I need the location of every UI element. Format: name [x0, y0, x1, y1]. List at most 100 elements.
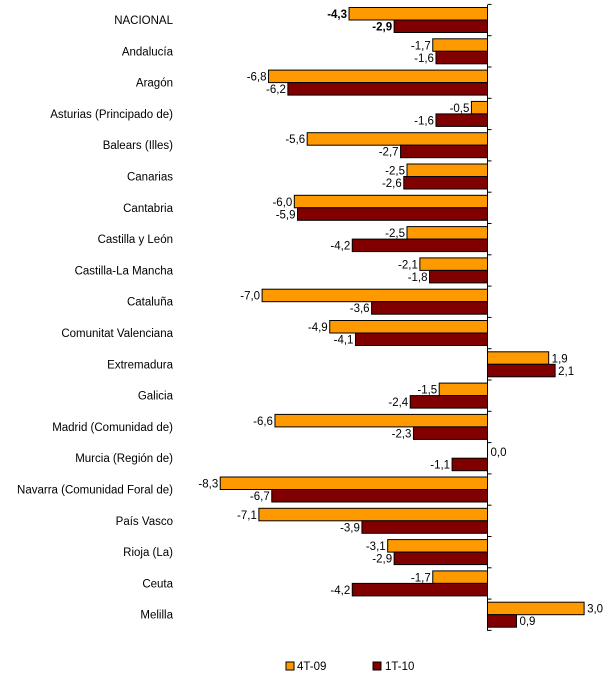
- bar-4t-09: [274, 413, 489, 428]
- data-label: -3,1: [366, 541, 386, 553]
- data-label: -6,6: [253, 416, 273, 428]
- data-label: -0,5: [450, 103, 470, 115]
- legend: 4T-09 1T-10: [285, 661, 414, 673]
- category-label: Melilla: [140, 610, 173, 622]
- bar-1t-10: [412, 426, 488, 440]
- bar-4t-09: [487, 601, 585, 616]
- data-label: 0,9: [519, 616, 535, 628]
- bar-4t-09: [406, 163, 488, 177]
- data-label: -4,3: [327, 9, 347, 21]
- data-label: -2,9: [372, 554, 392, 566]
- data-label: -6,0: [272, 197, 292, 209]
- bar-1t-10: [487, 363, 556, 378]
- bar-4t-09: [348, 7, 489, 21]
- data-label: -4,2: [330, 585, 350, 597]
- data-label: -6,2: [266, 84, 286, 96]
- data-label: -5,9: [276, 209, 296, 221]
- legend-swatch-1t10: [372, 661, 382, 671]
- bar-1t-10: [429, 269, 489, 284]
- bar-4t-09: [387, 539, 488, 553]
- category-label: NACIONAL: [114, 15, 173, 27]
- bar-4t-09: [293, 194, 488, 209]
- category-label: Aragón: [136, 78, 173, 90]
- bar-4t-09: [432, 570, 489, 584]
- data-label: -2,6: [382, 178, 402, 190]
- bar-4t-09: [470, 100, 488, 115]
- data-label: -5,6: [285, 134, 305, 146]
- data-label: -1,1: [430, 460, 450, 472]
- data-label: -1,6: [414, 53, 434, 65]
- category-label: Rioja (La): [123, 547, 173, 559]
- bar-1t-10: [297, 207, 488, 221]
- legend-label-1t10: 1T-10: [385, 661, 414, 673]
- bar-1t-10: [271, 489, 489, 503]
- category-label: Andalucía: [122, 46, 174, 58]
- data-label: -3,9: [340, 522, 360, 534]
- bar-4t-09: [432, 38, 489, 52]
- category-label: Murcia (Región de): [75, 453, 173, 465]
- bar-1t-10: [451, 457, 488, 472]
- data-label: -4,2: [330, 241, 350, 253]
- category-label: País Vasco: [116, 516, 173, 528]
- data-label: -4,1: [334, 335, 354, 347]
- data-label: -8,3: [198, 479, 218, 491]
- category-label: Comunitat Valenciana: [61, 328, 173, 340]
- bar-4t-09: [258, 507, 488, 522]
- category-label: Canarias: [127, 172, 173, 184]
- data-label: -7,0: [240, 291, 260, 303]
- data-label: -2,7: [379, 147, 399, 159]
- bar-4t-09: [329, 320, 488, 334]
- data-label: -1,8: [408, 272, 428, 284]
- bar-4t-09: [438, 382, 489, 397]
- data-label: -6,8: [247, 72, 267, 84]
- data-label: -3,6: [350, 303, 370, 315]
- bar-1t-10: [393, 19, 488, 33]
- legend-swatch-4t09: [285, 661, 295, 671]
- bar-1t-10: [351, 238, 489, 253]
- data-label: 3,0: [587, 604, 603, 616]
- bar-1t-10: [400, 144, 488, 159]
- data-label: -7,1: [237, 510, 257, 522]
- bar-1t-10: [409, 395, 488, 409]
- category-label: Castilla-La Mancha: [75, 265, 174, 277]
- category-label: Extremadura: [107, 359, 173, 371]
- data-label: -1,7: [411, 572, 431, 584]
- data-label: 0,0: [491, 447, 507, 459]
- category-label: Balears (Illes): [103, 140, 173, 152]
- category-label: Cataluña: [127, 297, 174, 309]
- bar-1t-10: [354, 332, 489, 346]
- category-label: Navarra (Comunidad Foral de): [17, 485, 173, 497]
- bar-4t-09: [406, 226, 488, 240]
- legend-label-4t09: 4T-09: [297, 661, 326, 673]
- bar-4t-09: [268, 69, 489, 84]
- category-label: Madrid (Comunidad de): [52, 422, 173, 434]
- data-label: -2,4: [388, 397, 408, 409]
- data-label: 1,9: [552, 353, 568, 365]
- data-label: -2,5: [385, 228, 405, 240]
- data-label: -2,3: [392, 428, 412, 440]
- data-label: -4,9: [308, 322, 328, 334]
- data-label: -2,1: [398, 259, 418, 271]
- category-label: Castilla y León: [98, 234, 173, 246]
- bar-4t-09: [419, 257, 489, 271]
- data-label: -1,6: [414, 115, 434, 127]
- bar-1t-10: [371, 301, 488, 315]
- data-label: -1,5: [417, 385, 437, 397]
- data-label: -2,5: [385, 166, 405, 178]
- bar-1t-10: [393, 551, 488, 566]
- bar-1t-10: [487, 614, 517, 628]
- bar-4t-09: [306, 132, 488, 146]
- bar-4t-09: [261, 288, 488, 303]
- bar-1t-10: [403, 176, 488, 190]
- category-label: Ceuta: [142, 578, 173, 590]
- data-label: 2,1: [558, 366, 574, 378]
- bar-1t-10: [361, 520, 489, 534]
- bar-1t-10: [435, 113, 489, 127]
- category-label: Asturias (Principado de): [50, 109, 173, 121]
- bar-1t-10: [351, 582, 489, 597]
- category-label: Cantabria: [123, 203, 173, 215]
- data-label: -6,7: [250, 491, 270, 503]
- bar-4t-09: [219, 476, 489, 490]
- bar-4t-09: [487, 351, 550, 365]
